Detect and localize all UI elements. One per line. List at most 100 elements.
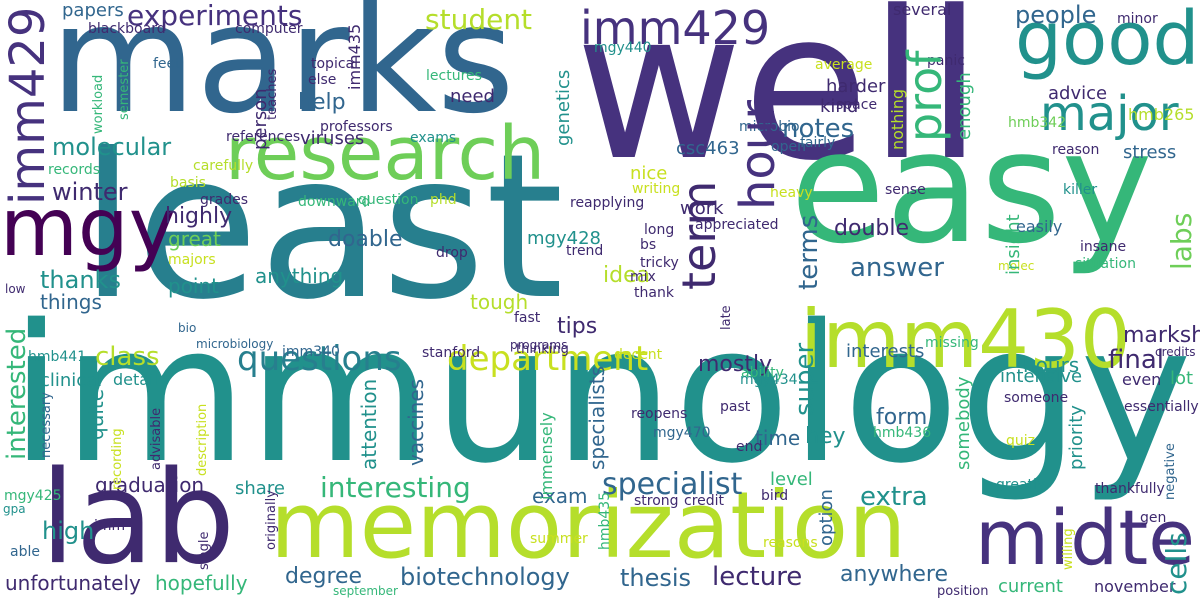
word-situation: molec xyxy=(998,259,1035,273)
word-thesis: thesis xyxy=(620,564,692,592)
word-lecture: lecture xyxy=(712,562,803,592)
word-final: final xyxy=(1108,345,1165,375)
word-help: help xyxy=(298,90,346,115)
word-heavy: appreciated xyxy=(695,217,779,233)
word-term: midterm xyxy=(975,493,1200,582)
word-blackboard: computer xyxy=(235,21,303,37)
word-phd: reapplying xyxy=(570,195,645,211)
word-enough: enough xyxy=(954,72,975,140)
word-hour: term xyxy=(672,180,726,290)
word-class: class xyxy=(95,342,160,372)
word-topical: teaches xyxy=(265,68,280,120)
word-past: mgy470 xyxy=(653,425,711,441)
word-nice: nice xyxy=(630,163,668,184)
word-answer: answer xyxy=(850,253,944,283)
word-super: super xyxy=(790,342,820,416)
word-thanks: thanks xyxy=(40,266,121,294)
word-mgy434: missing xyxy=(925,335,979,351)
word-people: people xyxy=(1015,1,1097,29)
word-late: bs xyxy=(640,237,657,253)
word-tips: tips xyxy=(557,314,598,339)
word-reapplying: writing xyxy=(632,181,681,197)
word-drop: majors xyxy=(168,252,216,268)
word-credit: thankfully xyxy=(1095,481,1165,497)
word-november: single xyxy=(197,531,212,571)
word-science: semester xyxy=(117,59,132,120)
word-kind-visible: kind xyxy=(820,96,859,117)
word-bs: long xyxy=(644,222,675,238)
word-molec: credits xyxy=(1155,345,1196,359)
word-sense: killer xyxy=(1063,182,1098,198)
word-space: microbio xyxy=(739,119,800,135)
word-mgy470: hmb436 xyxy=(873,425,932,441)
word-unfortunately: unfortunately xyxy=(5,571,141,595)
word-least: least xyxy=(80,111,564,344)
word-molecular: molecular xyxy=(52,133,172,161)
word-notes: notes xyxy=(782,114,855,144)
word-markshi: markshi xyxy=(1123,323,1200,348)
word-imm340: programs xyxy=(510,338,568,352)
word-feet: else xyxy=(308,72,337,88)
word-thinking: stanford xyxy=(422,345,481,361)
word-option: option xyxy=(816,489,837,546)
word-position: able xyxy=(10,544,40,560)
word-questions: questions xyxy=(237,339,402,379)
word-department: department xyxy=(447,339,649,379)
word-hours: hours xyxy=(1023,353,1080,377)
word-research: research xyxy=(225,111,546,197)
word-level: level xyxy=(770,469,813,490)
word-intensive: intensive xyxy=(1000,366,1083,387)
word-mgy425: bird xyxy=(761,488,789,504)
word-immunology: immunology xyxy=(10,284,1193,505)
word-midterm: imm429 xyxy=(580,1,771,55)
word-lab: lab xyxy=(40,444,236,593)
word-programs-visible: thinking xyxy=(516,342,569,357)
word-winter: winter xyxy=(52,178,128,206)
word-student: student xyxy=(425,3,533,36)
word-extra: extra xyxy=(860,482,928,512)
word-lectures: mgy440 xyxy=(594,40,652,56)
word-imm435: imm435 xyxy=(345,23,364,90)
word-marks: marks xyxy=(50,0,515,147)
word-references: grades xyxy=(200,192,249,208)
word-credits: professors xyxy=(320,119,393,135)
word-teaches: lectures xyxy=(426,68,482,84)
word-great: great xyxy=(168,227,221,251)
word-end: someone xyxy=(1004,390,1069,406)
word-prof: hour xyxy=(730,100,786,210)
word-immensely: immensely xyxy=(537,412,556,500)
word-genetics: genetics xyxy=(553,69,574,146)
word-hmb436: end xyxy=(736,439,763,455)
word-harder: harder xyxy=(826,76,886,97)
word-negative: necessary xyxy=(39,392,54,458)
word-basis: carefully xyxy=(193,158,254,174)
word-major: major xyxy=(1040,86,1179,142)
word-decent: ability xyxy=(741,365,784,381)
word-average: panic xyxy=(927,53,965,69)
word-need: need xyxy=(450,86,495,107)
word-mostly: mostly xyxy=(698,352,773,377)
word-fast: drop xyxy=(436,245,468,261)
word-doable: doable xyxy=(328,227,403,252)
word-interested: interested xyxy=(2,327,32,460)
word-quiz: essentially xyxy=(1124,399,1199,415)
word-open: hmb342 xyxy=(1008,115,1067,131)
word-graduation: graduation xyxy=(95,473,205,497)
word-mgy: mgy xyxy=(0,181,177,274)
word-easy: easy xyxy=(790,97,1153,278)
word-downward: question xyxy=(358,192,419,208)
word-nothing: nothing xyxy=(888,88,907,150)
word-reasons: credit xyxy=(684,493,725,509)
word-degree: degree xyxy=(285,564,363,589)
word-question: phd xyxy=(430,192,457,208)
word-exams: references xyxy=(226,129,301,145)
word-viruses: viruses xyxy=(300,128,365,149)
word-writing: heavy xyxy=(770,185,813,201)
word-easily: insane xyxy=(1080,239,1127,255)
word-computer: feet xyxy=(153,56,181,72)
word-fairly: open xyxy=(771,139,806,155)
word-hopefully: hopefully xyxy=(155,571,248,595)
word-detail: detail xyxy=(113,370,158,389)
word-interesting: interesting xyxy=(320,471,471,504)
